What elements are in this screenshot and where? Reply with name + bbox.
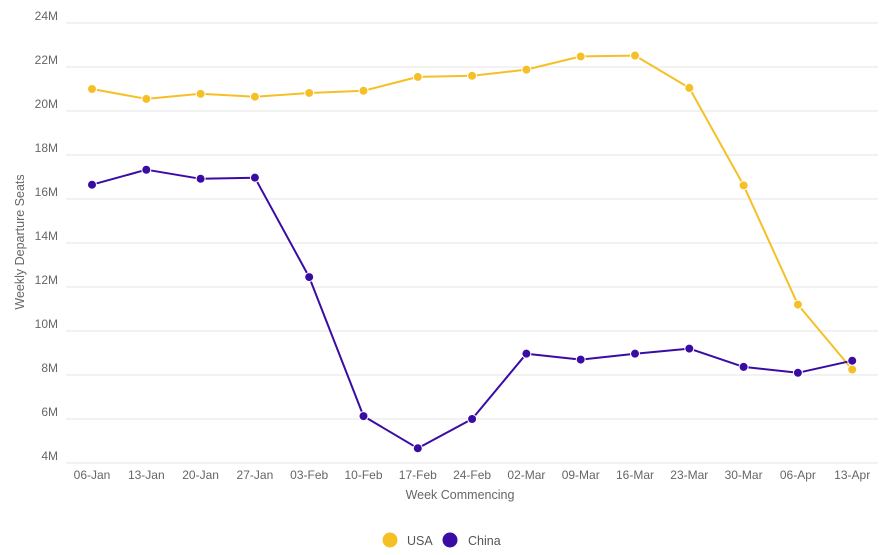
data-point-usa[interactable] xyxy=(630,50,640,61)
x-tick-label: 06-Apr xyxy=(780,468,816,482)
data-point-china[interactable] xyxy=(575,354,586,365)
legend-usa-label: USA xyxy=(407,534,433,548)
data-point-usa[interactable] xyxy=(87,84,97,94)
y-tick-label: 20M xyxy=(35,97,58,111)
x-tick-label: 02-Mar xyxy=(507,468,545,482)
y-tick-label: 6M xyxy=(41,405,58,419)
legend: USA China xyxy=(382,532,501,549)
x-tick-label: 24-Feb xyxy=(453,468,491,482)
data-point-china[interactable] xyxy=(358,411,369,422)
x-tick-label: 17-Feb xyxy=(399,468,437,482)
x-tick-label: 06-Jan xyxy=(74,468,111,482)
data-point-china[interactable] xyxy=(684,343,695,354)
y-tick-label: 24M xyxy=(35,9,58,23)
data-point-china[interactable] xyxy=(141,164,152,175)
y-tick-label: 4M xyxy=(41,449,58,463)
data-point-usa[interactable] xyxy=(575,51,586,62)
data-point-china[interactable] xyxy=(304,272,315,283)
data-point-china[interactable] xyxy=(738,361,749,372)
data-point-china[interactable] xyxy=(195,173,206,184)
x-tick-label: 20-Jan xyxy=(182,468,219,482)
data-point-china[interactable] xyxy=(521,348,532,359)
data-point-china[interactable] xyxy=(467,414,478,424)
data-point-usa[interactable] xyxy=(847,364,858,375)
data-point-usa[interactable] xyxy=(195,88,206,99)
legend-item-china[interactable]: China xyxy=(442,532,501,549)
series-line-china xyxy=(91,168,853,450)
series-china xyxy=(87,164,858,454)
data-point-usa[interactable] xyxy=(792,299,803,310)
legend-item-usa[interactable]: USA xyxy=(382,532,434,549)
x-tick-label: 03-Feb xyxy=(290,468,328,482)
legend-china-label: China xyxy=(468,534,501,548)
y-tick-label: 22M xyxy=(35,53,58,67)
x-tick-label: 09-Mar xyxy=(562,468,600,482)
x-tick-label: 16-Mar xyxy=(616,468,654,482)
x-tick-label: 23-Mar xyxy=(670,468,708,482)
x-axis-title: Week Commencing xyxy=(406,488,515,502)
x-tick-label: 13-Apr xyxy=(834,468,870,482)
y-tick-label: 8M xyxy=(41,361,58,375)
y-axis-ticks: 4M 6M 8M 10M 12M 14M 16M 18M 20M 22M 24M xyxy=(35,9,58,463)
data-point-usa[interactable] xyxy=(467,70,478,81)
data-point-china[interactable] xyxy=(412,443,423,454)
gridlines xyxy=(66,22,878,464)
series-lines xyxy=(87,50,858,454)
x-axis-ticks: 06-Jan 13-Jan 20-Jan 27-Jan 03-Feb 10-Feb 17-F… xyxy=(74,468,871,482)
data-point-usa[interactable] xyxy=(358,85,369,96)
data-point-usa[interactable] xyxy=(521,64,532,75)
y-tick-label: 18M xyxy=(35,141,58,155)
legend-china-marker xyxy=(442,532,458,548)
series-usa xyxy=(87,50,858,375)
data-point-usa[interactable] xyxy=(684,82,695,93)
x-tick-label: 10-Feb xyxy=(344,468,382,482)
x-tick-label: 13-Jan xyxy=(128,468,165,482)
data-point-usa[interactable] xyxy=(141,93,152,104)
x-tick-label: 27-Jan xyxy=(237,468,274,482)
data-point-china[interactable] xyxy=(249,172,260,183)
data-point-china[interactable] xyxy=(792,367,803,378)
data-point-usa[interactable] xyxy=(249,91,260,102)
y-tick-label: 12M xyxy=(35,273,58,287)
data-point-china[interactable] xyxy=(630,348,640,359)
data-point-usa[interactable] xyxy=(412,71,423,82)
data-point-china[interactable] xyxy=(87,179,97,190)
y-tick-label: 14M xyxy=(35,229,58,243)
y-tick-label: 16M xyxy=(35,185,58,199)
series-line-usa xyxy=(91,54,853,371)
data-point-usa[interactable] xyxy=(304,87,315,98)
y-tick-label: 10M xyxy=(35,317,58,331)
data-point-usa[interactable] xyxy=(738,180,749,191)
data-point-china[interactable] xyxy=(847,355,858,366)
y-axis-title: Weekly Departure Seats xyxy=(13,174,27,309)
legend-usa-marker xyxy=(382,532,398,548)
x-tick-label: 30-Mar xyxy=(725,468,763,482)
